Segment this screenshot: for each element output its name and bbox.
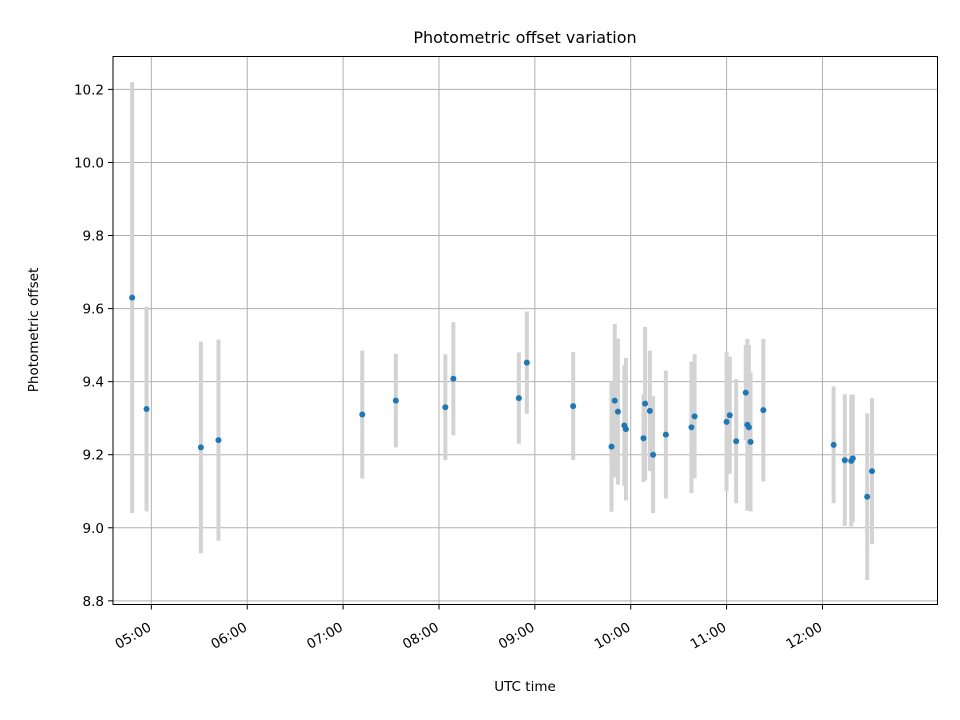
data-point: [642, 400, 649, 407]
data-point: [662, 431, 669, 438]
data-points: [129, 294, 875, 500]
data-point: [723, 418, 730, 425]
y-tick-label: 10.0: [74, 155, 104, 171]
data-point: [622, 426, 629, 433]
data-point: [726, 412, 733, 419]
data-point: [849, 455, 856, 462]
grid: [113, 56, 938, 605]
data-point: [129, 294, 136, 301]
data-point: [570, 403, 577, 410]
data-point: [868, 468, 875, 475]
data-point: [760, 407, 767, 414]
plot-frame: [112, 56, 938, 605]
data-point: [442, 404, 449, 411]
data-point: [523, 359, 530, 366]
data-point: [392, 397, 399, 404]
data-point: [733, 438, 740, 445]
data-point: [450, 375, 457, 382]
data-point: [691, 413, 698, 420]
data-point: [515, 395, 522, 402]
data-point: [745, 424, 752, 431]
data-point: [646, 407, 653, 414]
y-tick-label: 10.2: [74, 82, 104, 98]
data-point: [841, 457, 848, 464]
data-point: [608, 443, 615, 450]
y-axis-ticks: 8.8 9.0 9.2 9.4 9.6 9.8 10.0 10.2: [74, 82, 113, 610]
data-point: [864, 493, 871, 500]
data-point: [197, 444, 204, 451]
x-axis-label: UTC time: [494, 679, 556, 695]
data-point: [359, 411, 366, 418]
y-tick-label: 9.6: [83, 302, 104, 318]
data-point: [747, 438, 754, 445]
data-point: [688, 424, 695, 431]
y-tick-label: 9.0: [83, 521, 104, 537]
data-point: [650, 451, 657, 458]
data-point: [611, 397, 618, 404]
data-point: [742, 389, 749, 396]
data-point: [830, 441, 837, 448]
y-tick-label: 9.2: [83, 448, 104, 464]
y-tick-label: 9.8: [83, 229, 104, 245]
y-axis-label: Photometric offset: [26, 268, 42, 392]
y-tick-label: 8.8: [83, 594, 104, 610]
data-point: [215, 437, 222, 444]
chart-title: Photometric offset variation: [413, 28, 636, 47]
data-point: [143, 406, 150, 413]
y-tick-label: 9.4: [83, 375, 104, 391]
data-point: [640, 435, 647, 442]
data-point: [614, 408, 621, 415]
